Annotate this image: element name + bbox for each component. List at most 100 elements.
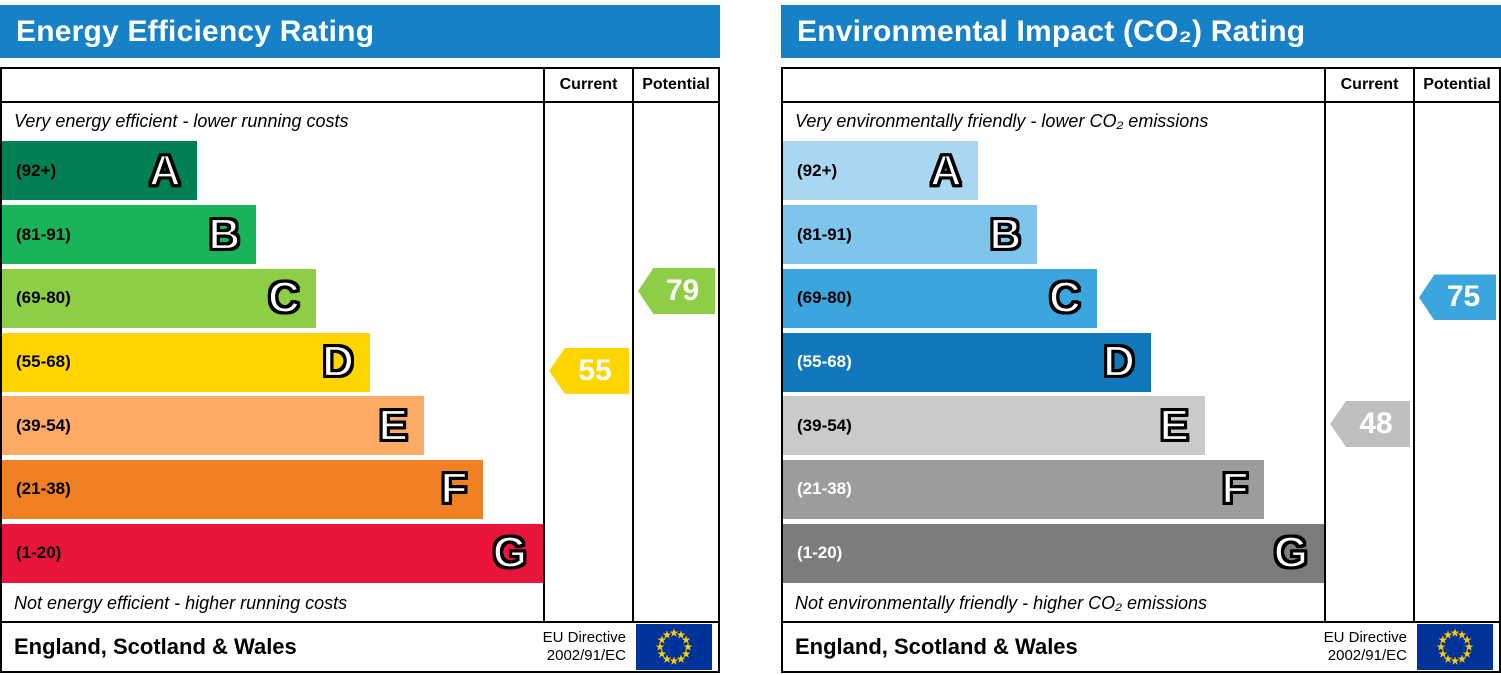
rating-band-bar-c: (69-80) C bbox=[2, 268, 316, 328]
band-letter: F bbox=[439, 464, 468, 514]
rating-band-bar-g: (1-20) G bbox=[783, 523, 1324, 583]
rating-band-row-f: (21-38) F bbox=[783, 458, 1324, 522]
potential-rating-value: 79 bbox=[665, 274, 700, 308]
table-footer: England, Scotland & Wales EU Directive 2… bbox=[783, 621, 1499, 671]
bottom-note: Not environmentally friendly - higher CO… bbox=[795, 592, 1208, 613]
rating-scale-body: Very environmentally friendly - lower CO… bbox=[783, 103, 1499, 621]
band-letter: D bbox=[321, 337, 355, 387]
band-range-label: (1-20) bbox=[16, 543, 62, 563]
rating-band-row-b: (81-91) B bbox=[2, 203, 543, 267]
rating-band-row-d: (55-68) D bbox=[2, 330, 543, 394]
rating-scale-body: Very energy efficient - lower running co… bbox=[2, 103, 718, 621]
potential-rating-value: 75 bbox=[1446, 280, 1481, 314]
scale-column-header bbox=[783, 69, 1324, 101]
energy-efficiency-rating-chart: Energy Efficiency Rating Current Potenti… bbox=[0, 0, 720, 673]
current-column-header: Current bbox=[1324, 69, 1413, 101]
chart-title: Environmental Impact (CO₂) Rating bbox=[797, 14, 1306, 48]
rating-bands: (92+) A (81-91) B (69-80) C (55-68) D (39-54) E (2… bbox=[783, 139, 1324, 585]
scale-column-header bbox=[2, 69, 543, 101]
rating-band-bar-f: (21-38) F bbox=[783, 459, 1265, 519]
rating-band-row-a: (92+) A bbox=[2, 139, 543, 203]
top-note: Very energy efficient - lower running co… bbox=[14, 110, 349, 131]
rating-band-row-g: (1-20) G bbox=[783, 521, 1324, 585]
current-column: 55 bbox=[543, 103, 632, 621]
rating-band-bar-a: (92+) A bbox=[2, 141, 197, 201]
band-range-label: (21-38) bbox=[797, 479, 852, 499]
rating-band-row-f: (21-38) F bbox=[2, 458, 543, 522]
eu-directive-label: EU Directive 2002/91/EC bbox=[543, 629, 626, 665]
eu-directive-line1: EU Directive bbox=[542, 629, 626, 646]
top-note: Very environmentally friendly - lower CO… bbox=[795, 110, 1209, 131]
rating-band-bar-f: (21-38) F bbox=[2, 459, 484, 519]
rating-band-row-c: (69-80) C bbox=[783, 266, 1324, 330]
bottom-note: Not energy efficient - higher running co… bbox=[14, 592, 348, 613]
bands-column: Very energy efficient - lower running co… bbox=[2, 103, 543, 621]
table-header-row: Current Potential bbox=[783, 69, 1499, 103]
rating-band-row-a: (92+) A bbox=[783, 139, 1324, 203]
region-label: England, Scotland & Wales bbox=[795, 634, 1078, 659]
eu-directive-line2: 2002/91/EC bbox=[1327, 647, 1407, 664]
band-range-label: (55-68) bbox=[16, 352, 71, 372]
rating-band-bar-d: (55-68) D bbox=[783, 332, 1151, 392]
environmental-impact-rating-chart: Environmental Impact (CO₂) Rating Curren… bbox=[781, 0, 1501, 673]
current-rating-value: 55 bbox=[578, 353, 612, 387]
table-header-row: Current Potential bbox=[2, 69, 718, 103]
band-range-label: (21-38) bbox=[16, 479, 71, 499]
eu-directive-line1: EU Directive bbox=[1323, 629, 1407, 646]
band-letter: E bbox=[1158, 400, 1190, 450]
rating-band-row-e: (39-54) E bbox=[2, 394, 543, 458]
rating-bands: (92+) A (81-91) B (69-80) C (55-68) D (39-54) E (2… bbox=[2, 139, 543, 585]
band-letter: C bbox=[267, 273, 301, 323]
band-range-label: (81-91) bbox=[16, 224, 71, 244]
potential-column-header: Potential bbox=[1413, 69, 1499, 101]
band-letter: G bbox=[492, 528, 528, 578]
eu-directive-label: EU Directive 2002/91/EC bbox=[1324, 629, 1407, 665]
rating-band-row-d: (55-68) D bbox=[783, 330, 1324, 394]
rating-band-bar-e: (39-54) E bbox=[2, 396, 424, 456]
potential-rating-arrow: 75 bbox=[1419, 274, 1496, 321]
rating-band-bar-g: (1-20) G bbox=[2, 523, 543, 583]
current-rating-arrow: 48 bbox=[1330, 400, 1410, 447]
current-column-header: Current bbox=[543, 69, 632, 101]
band-letter: E bbox=[377, 400, 409, 450]
band-range-label: (92+) bbox=[16, 160, 57, 180]
potential-column: 79 bbox=[632, 103, 718, 621]
band-range-label: (81-91) bbox=[797, 224, 852, 244]
band-range-label: (1-20) bbox=[797, 543, 843, 563]
chart-title-bar: Environmental Impact (CO₂) Rating bbox=[781, 5, 1501, 58]
band-letter: A bbox=[148, 145, 182, 195]
eu-directive-line2: 2002/91/EC bbox=[546, 647, 626, 664]
potential-column: 75 bbox=[1413, 103, 1499, 621]
rating-table: Current Potential Very energy efficient … bbox=[0, 67, 720, 673]
rating-band-bar-b: (81-91) B bbox=[2, 205, 257, 265]
band-range-label: (55-68) bbox=[797, 352, 852, 372]
rating-band-row-b: (81-91) B bbox=[783, 203, 1324, 267]
band-range-label: (69-80) bbox=[16, 288, 71, 308]
bands-column: Very environmentally friendly - lower CO… bbox=[783, 103, 1324, 621]
current-rating-arrow: 55 bbox=[549, 347, 629, 394]
band-letter: B bbox=[207, 209, 241, 259]
rating-band-bar-c: (69-80) C bbox=[783, 268, 1097, 328]
rating-band-bar-e: (39-54) E bbox=[783, 396, 1205, 456]
current-column: 48 bbox=[1324, 103, 1413, 621]
current-rating-value: 48 bbox=[1359, 406, 1393, 440]
rating-band-bar-d: (55-68) D bbox=[2, 332, 370, 392]
band-letter: A bbox=[929, 145, 963, 195]
rating-band-bar-b: (81-91) B bbox=[783, 205, 1038, 265]
table-footer: England, Scotland & Wales EU Directive 2… bbox=[2, 621, 718, 671]
band-range-label: (92+) bbox=[797, 160, 838, 180]
eu-flag bbox=[1417, 624, 1493, 670]
band-range-label: (69-80) bbox=[797, 288, 852, 308]
rating-band-bar-a: (92+) A bbox=[783, 141, 978, 201]
band-letter: F bbox=[1220, 464, 1249, 514]
potential-rating-arrow: 79 bbox=[638, 268, 715, 315]
band-range-label: (39-54) bbox=[16, 415, 71, 435]
band-letter: G bbox=[1273, 528, 1309, 578]
rating-band-row-e: (39-54) E bbox=[783, 394, 1324, 458]
eu-flag bbox=[636, 624, 712, 670]
rating-band-row-c: (69-80) C bbox=[2, 266, 543, 330]
band-letter: D bbox=[1102, 337, 1136, 387]
band-letter: B bbox=[988, 209, 1022, 259]
chart-title: Energy Efficiency Rating bbox=[16, 14, 375, 48]
